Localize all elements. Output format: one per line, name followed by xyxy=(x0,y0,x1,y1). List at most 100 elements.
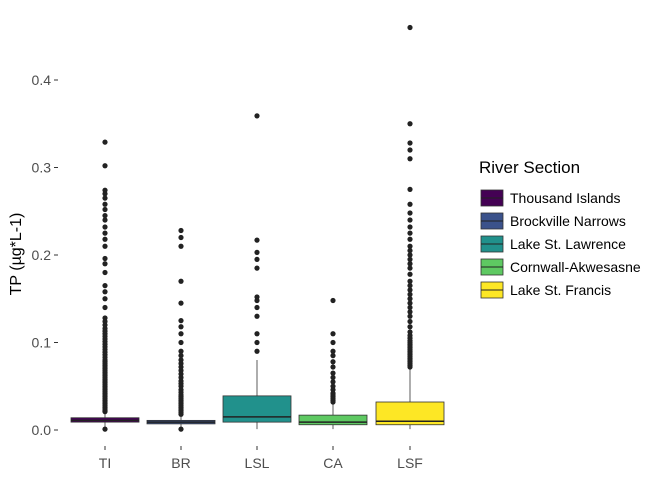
outlier-point xyxy=(254,304,260,311)
outlier-point xyxy=(102,269,108,276)
outlier-point xyxy=(102,261,108,267)
outlier-point xyxy=(178,243,184,249)
outlier-point xyxy=(102,217,108,223)
outlier-point xyxy=(330,297,336,304)
outlier-point xyxy=(102,206,108,213)
outlier-point xyxy=(407,217,413,223)
x-tick-label: LSF xyxy=(397,455,423,471)
outlier-point xyxy=(407,256,413,262)
outlier-point xyxy=(407,156,413,162)
outlier-point xyxy=(254,348,260,354)
outlier-point xyxy=(407,278,413,284)
outlier-point xyxy=(330,331,336,337)
legend-item: Lake St. Francis xyxy=(480,281,611,299)
outlier-point xyxy=(102,201,108,207)
y-axis-title: TP (µg*L-1) xyxy=(8,213,25,296)
outlier-point xyxy=(330,370,336,376)
outlier-point xyxy=(407,261,413,267)
outlier-point xyxy=(254,265,260,271)
legend: River Section Thousand Islands Brockville… xyxy=(479,158,641,299)
outlier-point xyxy=(254,331,260,337)
legend-item: Thousand Islands xyxy=(480,189,621,207)
outlier-point xyxy=(102,213,108,219)
outlier-point xyxy=(407,121,413,127)
box-iqr xyxy=(222,395,292,423)
outlier-point xyxy=(178,278,184,284)
outlier-point xyxy=(102,195,108,201)
outlier-point xyxy=(407,24,413,31)
outlier-point xyxy=(102,289,108,295)
outlier-point xyxy=(330,383,336,389)
outlier-point xyxy=(254,249,260,255)
plot-area xyxy=(70,24,445,432)
outlier-point xyxy=(407,243,413,249)
box-iqr xyxy=(375,401,445,426)
outlier-point xyxy=(330,379,336,385)
outlier-point xyxy=(407,248,413,254)
outlier-point xyxy=(407,265,413,271)
box-br xyxy=(146,227,216,432)
legend-label: Thousand Islands xyxy=(510,190,621,206)
outlier-point xyxy=(407,140,413,146)
outlier-point xyxy=(102,243,108,249)
outlier-point xyxy=(102,230,108,236)
outlier-point xyxy=(254,339,260,346)
outlier-point xyxy=(407,283,413,289)
outlier-point xyxy=(178,318,184,324)
outlier-point xyxy=(178,348,184,354)
outlier-point xyxy=(407,329,413,335)
outlier-point xyxy=(407,296,413,302)
outlier-point xyxy=(254,313,260,319)
outlier-point xyxy=(102,224,108,230)
legend-item: Brockville Narrows xyxy=(480,212,626,230)
y-axis: 0.0 0.1 0.2 0.3 0.4 xyxy=(32,72,58,438)
outlier-point xyxy=(407,201,413,207)
outlier-point xyxy=(254,237,260,243)
outlier-point xyxy=(178,324,184,330)
legend-item: Lake St. Lawrence xyxy=(480,235,626,253)
outlier-point xyxy=(407,186,413,192)
legend-label: Lake St. Lawrence xyxy=(510,236,626,252)
x-tick-label: CA xyxy=(323,455,343,471)
outlier-point xyxy=(407,291,413,297)
box-lsl xyxy=(222,113,292,430)
outlier-point xyxy=(254,256,260,262)
outlier-point xyxy=(254,294,260,300)
outlier-point xyxy=(330,339,336,346)
outlier-point xyxy=(407,224,413,230)
outlier-point xyxy=(102,283,108,289)
y-tick-label: 0.3 xyxy=(32,160,52,176)
y-tick-label: 0.1 xyxy=(32,335,52,351)
outlier-point xyxy=(330,359,336,365)
outlier-point xyxy=(102,296,108,302)
outlier-point xyxy=(407,309,413,315)
outlier-point xyxy=(407,304,413,311)
legend-label: Brockville Narrows xyxy=(510,213,626,229)
outlier-point xyxy=(178,426,184,432)
outlier-point xyxy=(102,236,108,242)
outlier-point xyxy=(178,331,184,337)
outlier-point xyxy=(102,255,108,262)
y-tick-label: 0.2 xyxy=(32,247,52,263)
outlier-point xyxy=(178,300,184,306)
outlier-point xyxy=(407,324,413,330)
box-ti xyxy=(70,139,140,432)
box-ca xyxy=(298,297,368,430)
outlier-point xyxy=(330,364,336,370)
outlier-point xyxy=(102,163,108,169)
legend-label: Lake St. Francis xyxy=(510,282,611,298)
x-tick-label: BR xyxy=(171,455,190,471)
outlier-point xyxy=(330,353,336,359)
x-axis: TI BR LSL CA LSF xyxy=(99,446,423,471)
outlier-point xyxy=(330,348,336,354)
outlier-point xyxy=(407,318,413,325)
outlier-point xyxy=(102,187,108,193)
outlier-point xyxy=(178,227,184,234)
outlier-point xyxy=(102,139,108,145)
x-tick-label: LSL xyxy=(245,455,270,471)
outlier-point xyxy=(407,236,413,242)
outlier-point xyxy=(407,210,413,216)
outlier-point xyxy=(102,304,108,311)
legend-label: Cornwall-Akwesasne xyxy=(510,259,641,275)
